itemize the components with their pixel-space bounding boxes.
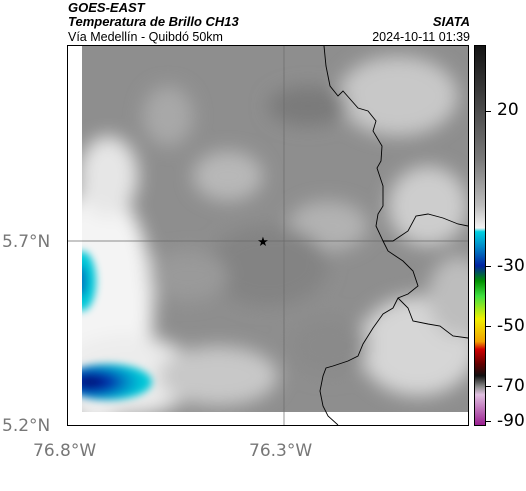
agency-label: SIATA <box>432 14 470 29</box>
chart-title: Temperatura de Brillo CH13 <box>68 14 239 29</box>
colorbar-tick <box>486 421 491 422</box>
timestamp: 2024-10-11 01:39 <box>372 30 470 44</box>
colorbar-tick <box>486 386 491 387</box>
satellite-map: ★ <box>68 46 468 425</box>
colorbar-tick <box>486 326 491 327</box>
product-name: GOES-EAST <box>68 0 145 15</box>
lat-label-57: 5.7°N <box>2 232 51 252</box>
colorbar-label-minus90: -90 <box>497 411 525 431</box>
colorbar-label-20: 20 <box>497 100 519 120</box>
lon-label-768: 76.8°W <box>33 441 97 461</box>
colorbar-tick <box>486 111 491 112</box>
colorbar <box>474 45 486 426</box>
route-subtitle: Vía Medellín - Quibdó 50km <box>68 30 223 44</box>
colorbar-label-minus30: -30 <box>497 256 525 276</box>
colorbar-gradient <box>475 46 485 425</box>
header: GOES-EAST Temperatura de Brillo CH13 SIA… <box>0 0 526 46</box>
boundary-branch-north <box>383 213 468 242</box>
department-boundary <box>319 46 419 425</box>
lon-label-763: 76.3°W <box>249 441 313 461</box>
colorbar-tick <box>486 266 491 267</box>
star-icon: ★ <box>257 235 269 250</box>
map-panel[interactable]: ★ <box>67 45 469 426</box>
colorbar-label-minus70: -70 <box>497 376 525 396</box>
boundary-branch-south <box>397 297 468 339</box>
lat-label-52: 5.2°N <box>2 416 51 436</box>
colorbar-label-minus50: -50 <box>497 316 525 336</box>
